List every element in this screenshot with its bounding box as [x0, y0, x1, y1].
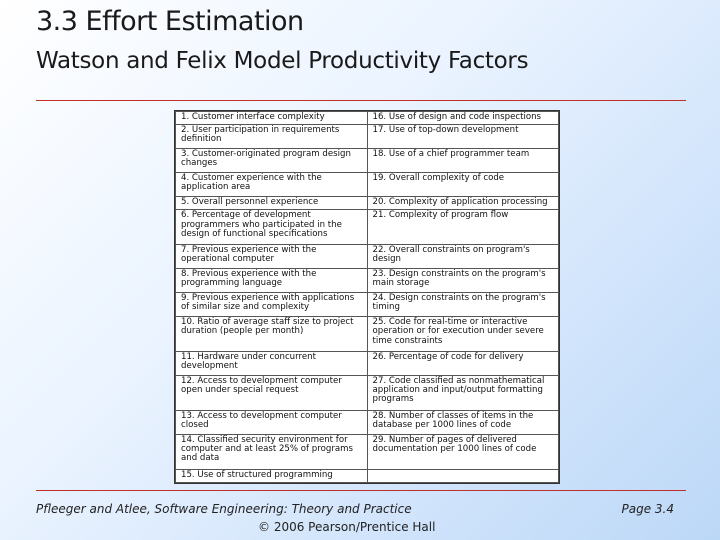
table-row: 13. Access to development computer close…	[175, 409, 559, 435]
table-row: 1. Customer interface complexity 16. Use …	[175, 110, 559, 126]
table-row: 3. Customer-originated program design ch…	[175, 148, 559, 174]
factor-cell-left: 11. Hardware under concurrent developmen…	[175, 351, 368, 376]
footer-citation: Pfleeger and Atlee, Software Engineering…	[36, 502, 412, 516]
table-row: 11. Hardware under concurrent developmen…	[175, 351, 559, 376]
productivity-factors-table: 1. Customer interface complexity 16. Use …	[174, 110, 560, 484]
factor-cell-right: 27. Code classified as nonmathematical a…	[366, 375, 559, 411]
page-number: Page 3.4	[621, 502, 675, 516]
factor-cell-right: 19. Overall complexity of code	[366, 172, 559, 198]
factor-cell-right: 16. Use of design and code inspections	[366, 110, 559, 126]
factor-cell-left: 5. Overall personnel experience	[175, 196, 368, 211]
table-row: 4. Customer experience with the applicat…	[175, 172, 559, 198]
factor-cell-left: 13. Access to development computer close…	[175, 409, 368, 435]
factor-cell-left: 10. Ratio of average staff size to proje…	[175, 316, 368, 352]
factor-cell-left: 12. Access to development computer open …	[175, 375, 368, 411]
slide-title: 3.3 Effort Estimation	[36, 6, 304, 37]
factor-cell-right: 18. Use of a chief programmer team	[366, 148, 559, 174]
top-divider	[36, 100, 686, 101]
factor-cell-right: 28. Number of classes of items in the da…	[366, 409, 559, 435]
factor-cell-left: 1. Customer interface complexity	[175, 110, 368, 126]
table-row: 14. Classified security environment for …	[175, 433, 559, 470]
table-row: 9. Previous experience with applications…	[175, 292, 559, 318]
slide-subtitle: Watson and Felix Model Productivity Fact…	[36, 48, 529, 74]
factor-cell-right: 17. Use of top-down development	[366, 124, 559, 150]
table-row: 6. Percentage of development programmers…	[175, 209, 559, 246]
factor-cell-left: 4. Customer experience with the applicat…	[175, 172, 368, 198]
factor-cell-left: 8. Previous experience with the programm…	[175, 268, 368, 294]
table-row: 8. Previous experience with the programm…	[175, 268, 559, 294]
table-row: 7. Previous experience with the operatio…	[175, 244, 559, 270]
factor-cell-right: 21. Complexity of program flow	[366, 209, 559, 246]
bottom-divider	[36, 490, 686, 491]
factor-cell-right: 23. Design constraints on the program's …	[366, 268, 559, 294]
table-row: 10. Ratio of average staff size to proje…	[175, 316, 559, 352]
factor-cell-right	[366, 468, 559, 484]
table-body: 1. Customer interface complexity 16. Use …	[175, 110, 559, 484]
table-row: 15. Use of structured programming	[175, 468, 559, 484]
factor-cell-left: 6. Percentage of development programmers…	[175, 209, 368, 246]
factor-cell-right: 26. Percentage of code for delivery	[366, 351, 559, 376]
factor-cell-right: 25. Code for real-time or interactive op…	[366, 316, 559, 352]
factor-cell-left: 7. Previous experience with the operatio…	[175, 244, 368, 270]
factor-cell-left: 9. Previous experience with applications…	[175, 292, 368, 318]
factor-cell-left: 15. Use of structured programming	[175, 468, 368, 484]
table-row: 5. Overall personnel experience 20. Compl…	[175, 196, 559, 211]
factor-cell-right: 22. Overall constraints on program's des…	[366, 244, 559, 270]
footer-copyright: © 2006 Pearson/Prentice Hall	[258, 520, 436, 534]
factor-cell-left: 3. Customer-originated program design ch…	[175, 148, 368, 174]
factor-cell-left: 2. User participation in requirements de…	[175, 124, 368, 150]
factor-cell-right: 24. Design constraints on the program's …	[366, 292, 559, 318]
table-row: 12. Access to development computer open …	[175, 375, 559, 411]
factor-cell-right: 20. Complexity of application processing	[366, 196, 559, 211]
table-row: 2. User participation in requirements de…	[175, 124, 559, 150]
factor-cell-left: 14. Classified security environment for …	[175, 433, 368, 470]
factor-cell-right: 29. Number of pages of delivered documen…	[366, 433, 559, 470]
